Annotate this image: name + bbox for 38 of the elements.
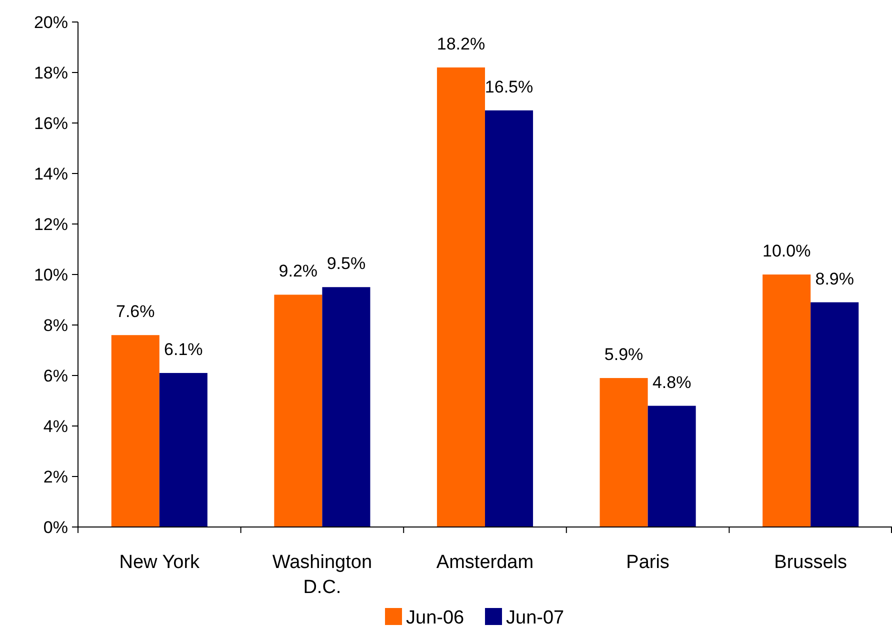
x-tick-label: Washington D.C. (272, 552, 372, 598)
y-tick-label: 10% (34, 265, 68, 284)
x-tick-label: Paris (626, 552, 670, 573)
bar (322, 287, 370, 527)
data-label: 9.5% (326, 254, 366, 274)
bar (274, 294, 322, 527)
data-label: 4.8% (652, 372, 692, 392)
x-tick-label: Brussels (774, 552, 848, 573)
data-label: 10.0% (762, 242, 811, 260)
bar (600, 378, 648, 527)
bar (111, 335, 160, 527)
bar (810, 302, 859, 527)
bar (159, 372, 208, 527)
y-tick-label: 0% (43, 518, 68, 537)
bar (436, 67, 485, 527)
x-tick-label: Amsterdam (436, 552, 534, 573)
bar (762, 274, 811, 527)
data-label: 9.2% (278, 262, 318, 281)
y-tick-label: 2% (43, 467, 68, 486)
data-label: 16.5% (484, 77, 534, 96)
y-tick-label: 14% (34, 164, 68, 184)
data-label: 6.1% (164, 340, 203, 359)
data-label: 7.6% (116, 302, 155, 322)
y-tick-label: 20% (34, 12, 68, 32)
data-label: 18.2% (436, 34, 486, 54)
y-tick-label: 12% (34, 214, 68, 234)
legend-label: Jun-07 (506, 608, 564, 629)
y-tick-label: 16% (34, 114, 68, 133)
data-label: 5.9% (604, 345, 644, 364)
bar (485, 110, 534, 527)
y-tick-label: 8% (43, 316, 68, 335)
y-tick-label: 6% (43, 366, 68, 386)
legend-label: Jun-06 (406, 608, 464, 629)
data-label: 8.9% (815, 269, 854, 288)
y-tick-label: 4% (43, 416, 68, 436)
y-tick-label: 18% (34, 63, 68, 82)
bar (648, 406, 696, 527)
x-tick-label: New York (119, 552, 200, 573)
